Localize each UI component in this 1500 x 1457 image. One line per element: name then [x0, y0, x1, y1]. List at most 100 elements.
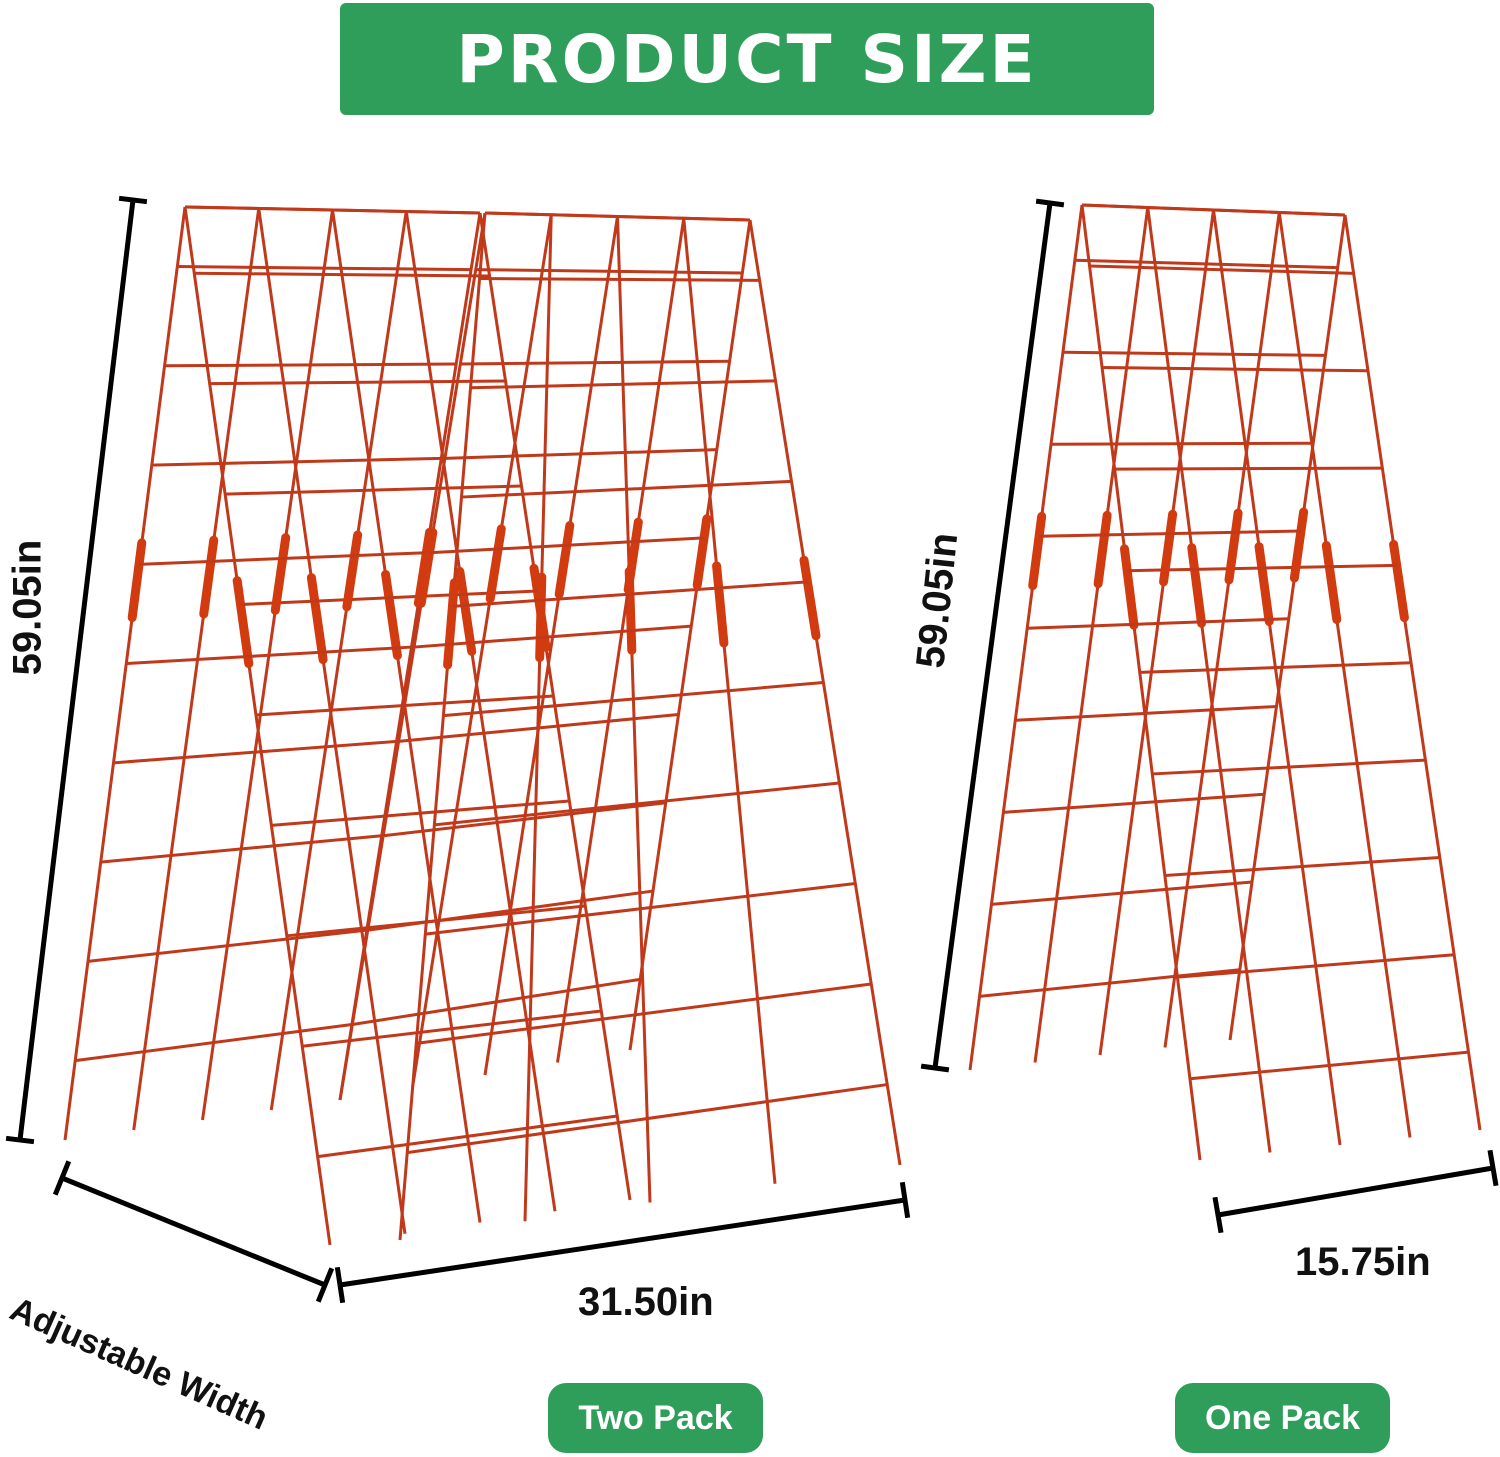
- wire-sleeve: [381, 570, 402, 660]
- wire-sleeve: [1028, 511, 1047, 591]
- trellis-wire: [483, 216, 619, 1076]
- trellis-wire: [1228, 214, 1347, 1041]
- trellis-rung: [1089, 264, 1354, 275]
- trellis-top: [484, 211, 751, 222]
- trellis-wire: [257, 208, 407, 1234]
- dimension-cap: [118, 195, 148, 205]
- trellis-rung: [425, 882, 856, 936]
- wire-sleeve: [443, 578, 459, 670]
- wire-sleeve: [455, 566, 477, 656]
- wire-sleeve: [692, 514, 712, 590]
- wire-sleeve: [270, 533, 291, 615]
- trellis-wire: [411, 214, 553, 1088]
- height-label: 59.05in: [5, 539, 50, 676]
- trellis-rung: [75, 1023, 353, 1063]
- trellis-rung: [479, 277, 760, 282]
- width-label: 15.75in: [1295, 1240, 1431, 1284]
- trellis-rung: [1127, 563, 1397, 573]
- trellis-wire: [616, 216, 652, 1203]
- dimension-line: [61, 1175, 326, 1288]
- trellis-rung: [352, 977, 641, 1026]
- trellis-rung: [443, 680, 824, 718]
- dimension-cap: [1035, 198, 1065, 208]
- trellis-wire: [269, 211, 408, 1111]
- dimension-line: [932, 202, 1053, 1069]
- trellis-rung: [1177, 953, 1455, 979]
- trellis-rung: [470, 379, 776, 390]
- trellis-wire: [331, 209, 482, 1223]
- trellis-wire: [1098, 209, 1215, 1056]
- trellis-wire: [523, 214, 553, 1222]
- trellis-rung: [317, 1114, 618, 1159]
- trellis-rung: [475, 268, 743, 275]
- trellis-top: [1081, 203, 1346, 217]
- trellis-wire: [1212, 209, 1342, 1146]
- wire-sleeve: [1389, 539, 1409, 623]
- wire-sleeve: [416, 527, 438, 608]
- trellis-rung: [1189, 1050, 1469, 1081]
- trellis-rung: [126, 645, 412, 666]
- dimension-cap: [315, 1267, 335, 1303]
- trellis-rung: [979, 968, 1240, 998]
- dimension-cap: [1212, 1196, 1224, 1234]
- dimension-line: [1217, 1165, 1494, 1218]
- trellis-wire: [1277, 212, 1412, 1138]
- trellis-rung: [100, 834, 382, 864]
- trellis-rung: [461, 479, 792, 499]
- wire-sleeve: [1159, 509, 1178, 587]
- trellis-wire: [1146, 207, 1272, 1153]
- wire-sleeve: [1224, 508, 1243, 585]
- trellis-rung: [1152, 758, 1426, 776]
- trellis-wire: [1163, 212, 1281, 1048]
- wire-sleeve: [485, 524, 506, 604]
- title-banner: PRODUCT SIZE: [340, 3, 1154, 115]
- wire-sleeve: [554, 521, 575, 599]
- trellis-rung: [398, 712, 679, 743]
- wire-sleeve: [799, 555, 821, 641]
- wire-sleeve: [127, 538, 147, 623]
- trellis-wire: [1080, 204, 1202, 1161]
- trellis-wire: [63, 206, 187, 1141]
- dimension-cap: [920, 1063, 950, 1073]
- trellis-rung: [225, 484, 522, 496]
- trellis-rung: [302, 1009, 602, 1048]
- trellis-rung: [151, 456, 442, 467]
- trellis-rung: [1051, 441, 1314, 446]
- trellis-rung: [138, 551, 427, 566]
- trellis-rung: [1114, 466, 1383, 471]
- trellis-wire: [1343, 214, 1482, 1131]
- trellis-rung: [113, 739, 397, 765]
- trellis-wire: [132, 208, 261, 1131]
- trellis-rung: [194, 271, 490, 278]
- wire-sleeve: [232, 576, 254, 669]
- trellis-rung: [1074, 258, 1338, 270]
- trellis-rung: [407, 1083, 888, 1155]
- trellis-rung: [1039, 529, 1301, 538]
- trellis-rung: [1139, 661, 1412, 674]
- trellis-rung: [444, 448, 717, 460]
- wire-sleeve: [712, 561, 729, 648]
- dimension-cap: [334, 1266, 346, 1304]
- trellis-rung: [1102, 366, 1368, 373]
- trellis-rung: [991, 880, 1253, 906]
- wire-sleeve: [1289, 507, 1309, 583]
- trellis-rung: [383, 801, 666, 838]
- trellis-rung: [452, 580, 808, 608]
- dimension-cap: [899, 1181, 911, 1219]
- pack-label: One Pack: [1175, 1383, 1390, 1453]
- wire-sleeve: [1119, 544, 1139, 630]
- trellis-rung: [1062, 350, 1326, 357]
- trellis-wire: [628, 219, 752, 1051]
- trellis-wire: [968, 204, 1084, 1071]
- trellis-rung: [413, 624, 692, 649]
- trellis-rung: [460, 359, 730, 366]
- dimension-cap: [5, 1135, 35, 1145]
- wire-sleeve: [306, 573, 328, 665]
- wire-sleeve: [535, 572, 547, 663]
- trellis-wire: [338, 212, 487, 1101]
- dimension-cap: [1487, 1149, 1499, 1187]
- trellis-rung: [434, 781, 840, 827]
- trellis-rung: [87, 928, 367, 963]
